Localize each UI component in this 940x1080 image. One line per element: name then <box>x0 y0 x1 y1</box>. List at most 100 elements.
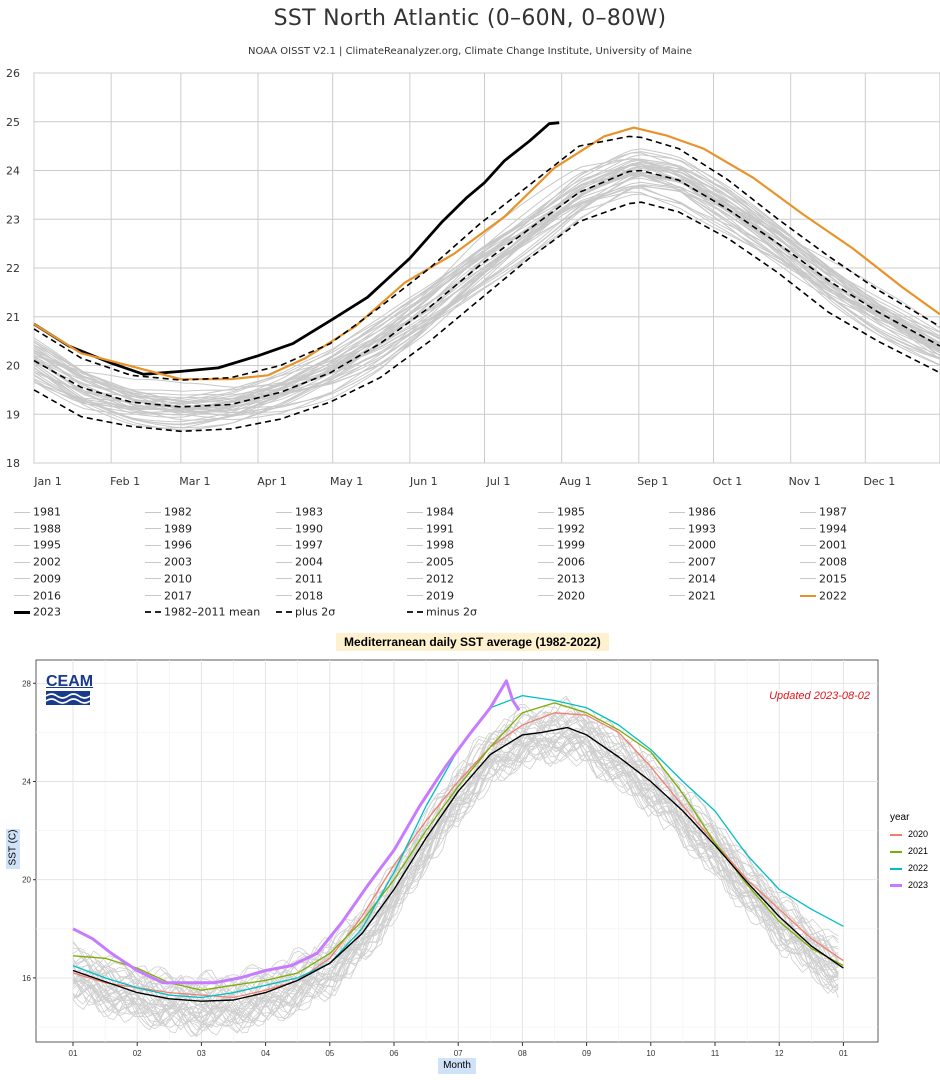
updated-date: Updated 2023-08-02 <box>769 690 870 702</box>
legend-item[interactable]: 1991 <box>407 522 537 538</box>
ceam-logo-text: CEAM <box>46 673 94 690</box>
legend-item[interactable]: 2009 <box>14 572 144 588</box>
legend-item[interactable]: 1982–2011 mean <box>145 605 275 621</box>
legend-swatch <box>800 561 816 563</box>
year-line <box>72 734 839 1037</box>
legend-item[interactable]: 2016 <box>14 589 144 605</box>
legend-item[interactable]: 2015 <box>800 572 930 588</box>
legend-item[interactable]: 1988 <box>14 522 144 538</box>
legend-item[interactable]: 1984 <box>407 505 537 521</box>
legend-item[interactable]: plus 2σ <box>276 605 406 621</box>
y-axis-label-text: SST (C) <box>7 829 19 866</box>
legend-item[interactable]: minus 2σ <box>407 605 537 621</box>
mediterranean-chart-title: Mediterranean daily SST average (1982-20… <box>336 633 609 651</box>
legend-item[interactable]: 2019 <box>407 589 537 605</box>
year-line <box>72 737 839 1024</box>
legend-item[interactable]: 1994 <box>800 522 930 538</box>
legend-item[interactable]: 1992 <box>538 522 668 538</box>
legend-item[interactable]: 1999 <box>538 538 668 554</box>
year-line <box>33 165 940 396</box>
legend-swatch <box>890 833 902 836</box>
legend-swatch <box>890 850 902 853</box>
x-tick-label: 06 <box>390 1049 399 1058</box>
legend-item[interactable]: 2023 <box>14 605 144 621</box>
legend-item[interactable]: 2018 <box>276 589 406 605</box>
legend-item[interactable]: 2022 <box>890 863 928 880</box>
series-line-plus-2sigma <box>33 135 940 381</box>
legend-label: 1998 <box>426 538 454 552</box>
legend-label: 2023 <box>33 605 61 619</box>
legend-label: 1990 <box>295 522 323 536</box>
legend-item[interactable]: 1997 <box>276 538 406 554</box>
legend-item[interactable]: 1983 <box>276 505 406 521</box>
legend-item[interactable]: 2013 <box>538 572 668 588</box>
legend-swatch <box>407 578 423 580</box>
legend-item[interactable]: 2000 <box>669 538 799 554</box>
x-tick-label: Aug 1 <box>560 475 592 488</box>
legend-item[interactable]: 2007 <box>669 555 799 571</box>
legend-label: 2002 <box>33 555 61 569</box>
legend-label: 2021 <box>908 846 929 856</box>
legend-item[interactable]: 1982 <box>145 505 275 521</box>
x-tick-label: Oct 1 <box>713 475 743 488</box>
legend-item[interactable]: 2012 <box>407 572 537 588</box>
legend-item[interactable]: 2006 <box>538 555 668 571</box>
legend-item[interactable]: 1981 <box>14 505 144 521</box>
legend-item[interactable]: 2021 <box>669 589 799 605</box>
mediterranean-legend: year 2020 2021 2022 2023 <box>890 812 928 897</box>
year-line <box>33 174 940 426</box>
legend-item[interactable]: 2014 <box>669 572 799 588</box>
legend-item[interactable]: 2002 <box>14 555 144 571</box>
series-line-mean <box>33 169 940 408</box>
legend-item[interactable]: 2010 <box>145 572 275 588</box>
legend-swatch <box>538 511 554 513</box>
legend-swatch <box>800 594 816 597</box>
legend-item[interactable]: 2005 <box>407 555 537 571</box>
legend-swatch <box>407 561 423 563</box>
legend-item[interactable]: 2017 <box>145 589 275 605</box>
legend-item[interactable]: 1996 <box>145 538 275 554</box>
legend-swatch <box>14 595 30 596</box>
x-tick-label: 11 <box>711 1049 720 1058</box>
legend-item[interactable]: 2023 <box>890 880 928 897</box>
legend-label: 2000 <box>688 538 716 552</box>
legend-item[interactable]: 1990 <box>276 522 406 538</box>
legend-label: 2021 <box>688 589 716 602</box>
legend-item[interactable]: 2001 <box>800 538 930 554</box>
legend-label: 2023 <box>908 880 929 890</box>
y-tick-label: 21 <box>6 311 20 324</box>
legend-item[interactable]: 1986 <box>669 505 799 521</box>
chart-title: SST North Atlantic (0–60N, 0–80W) <box>273 6 667 31</box>
year-line <box>72 705 839 994</box>
legend-item[interactable]: 2022 <box>800 589 930 605</box>
legend-item[interactable]: 1989 <box>145 522 275 538</box>
x-tick-label: 12 <box>775 1049 784 1058</box>
x-tick-label: 01 <box>839 1049 848 1058</box>
x-tick-label: May 1 <box>330 475 363 488</box>
legend-label: 1983 <box>295 505 323 519</box>
series-line-2021 <box>72 702 844 991</box>
legend-swatch <box>14 528 30 530</box>
legend-item[interactable]: 2003 <box>145 555 275 571</box>
north-atlantic-sst-chart: Jan 1 Feb 1 Mar 1 Apr 1 May 1 Jun 1 Jul 1 Aug 1… <box>6 67 940 488</box>
legend-swatch <box>276 544 292 546</box>
legend-item[interactable]: 2008 <box>800 555 930 571</box>
legend-item[interactable]: 1987 <box>800 505 930 521</box>
x-tick-label: Nov 1 <box>789 475 821 488</box>
legend-item[interactable]: 2021 <box>890 846 928 863</box>
legend-swatch <box>669 544 685 546</box>
legend-item[interactable]: 2020 <box>538 589 668 605</box>
legend-item[interactable]: 2011 <box>276 572 406 588</box>
series-line-minus-2sigma <box>33 201 940 433</box>
legend-label: 2006 <box>557 555 585 569</box>
legend-item[interactable]: 1995 <box>14 538 144 554</box>
legend-swatch <box>669 578 685 580</box>
legend-item[interactable]: 1985 <box>538 505 668 521</box>
series-line-mean <box>72 726 844 1002</box>
legend-item[interactable]: 2004 <box>276 555 406 571</box>
legend-label: 2014 <box>688 572 716 586</box>
legend-swatch <box>14 610 30 614</box>
legend-item[interactable]: 1993 <box>669 522 799 538</box>
legend-item[interactable]: 1998 <box>407 538 537 554</box>
legend-item[interactable]: 2020 <box>890 829 928 846</box>
